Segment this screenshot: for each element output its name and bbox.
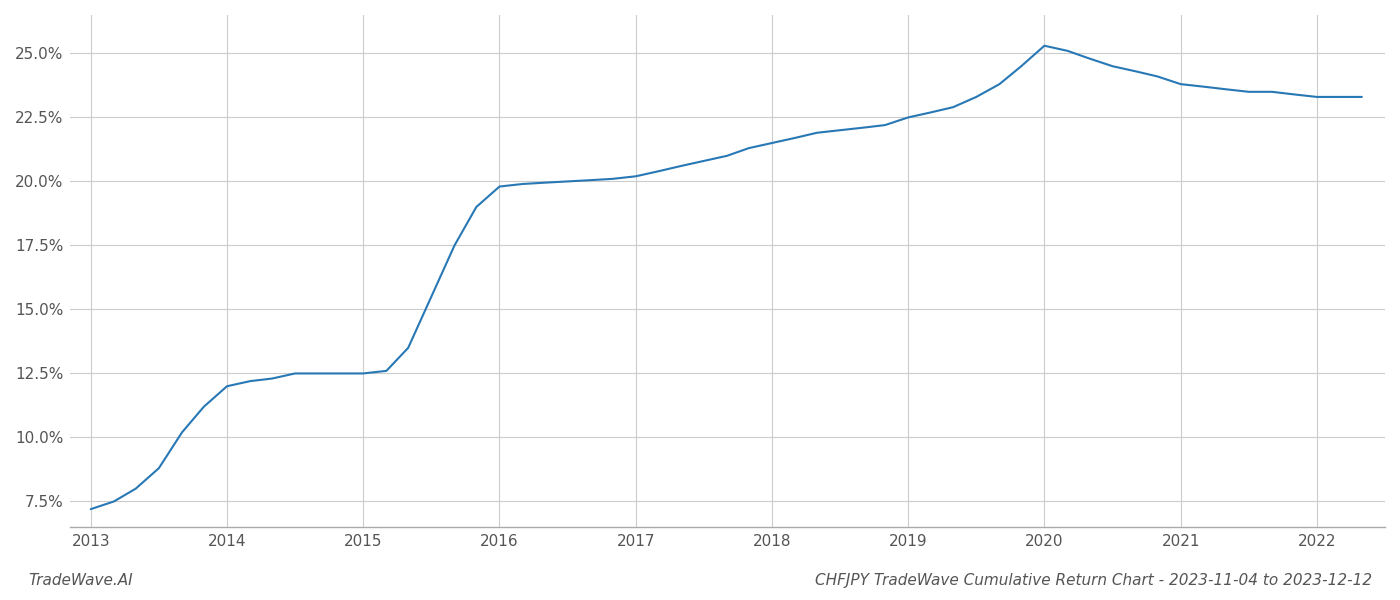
Text: TradeWave.AI: TradeWave.AI [28, 573, 133, 588]
Text: CHFJPY TradeWave Cumulative Return Chart - 2023-11-04 to 2023-12-12: CHFJPY TradeWave Cumulative Return Chart… [815, 573, 1372, 588]
